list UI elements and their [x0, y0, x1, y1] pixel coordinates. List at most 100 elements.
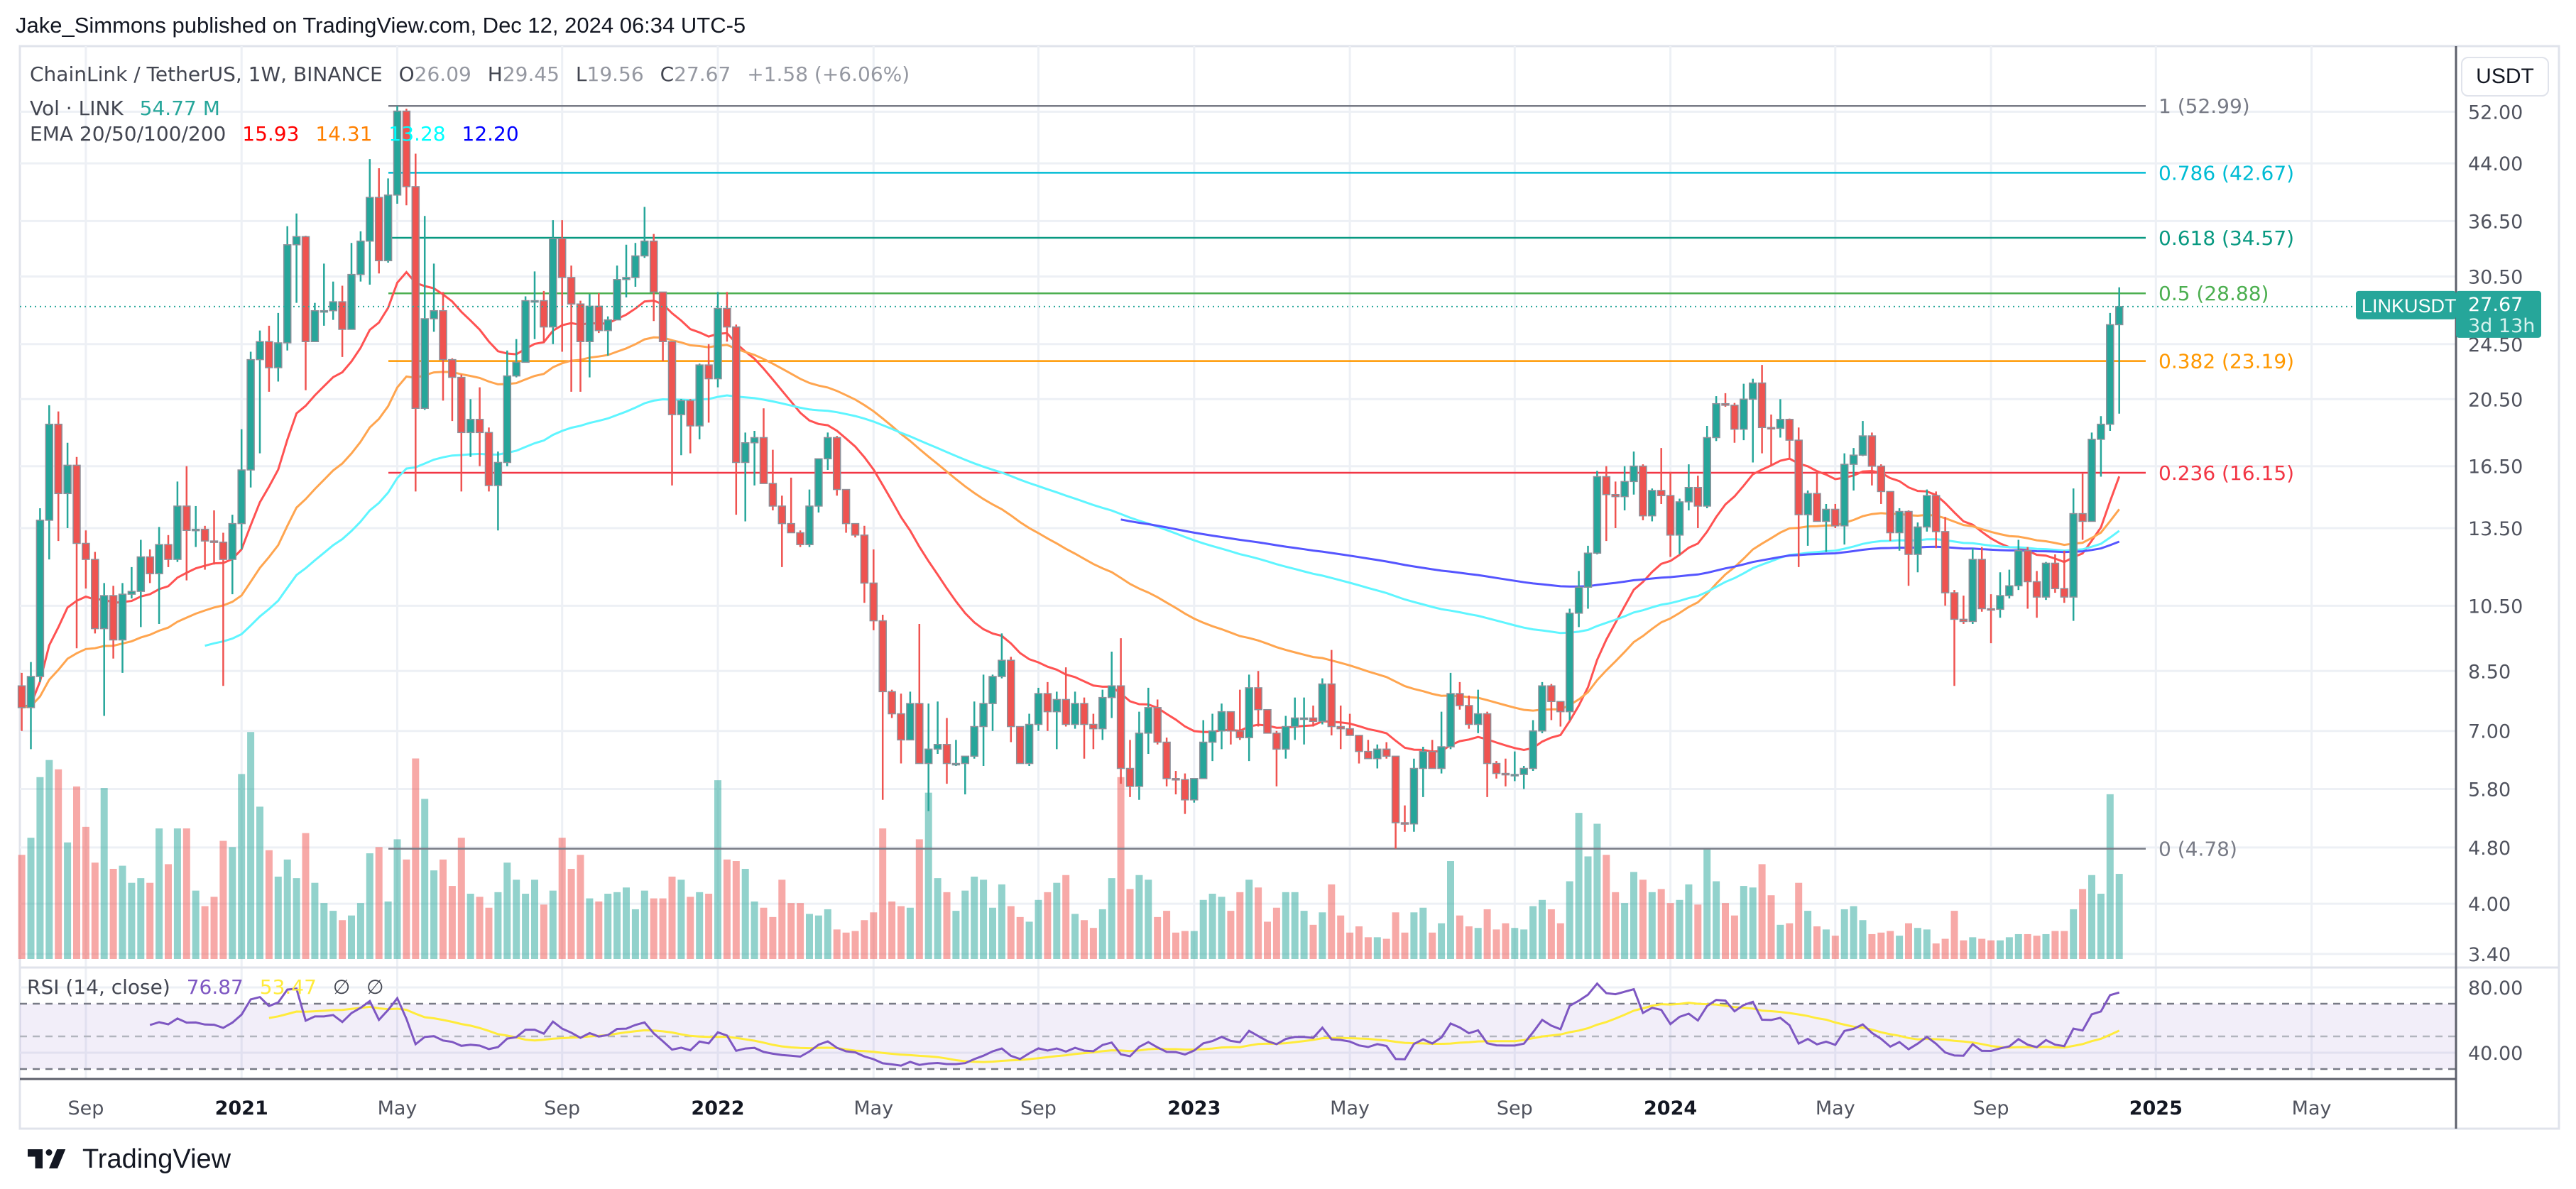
candle-body: [1529, 730, 1537, 769]
volume-bar: [356, 903, 364, 959]
candle: [777, 495, 787, 567]
volume-bar: [1108, 878, 1115, 959]
candle: [1639, 464, 1647, 520]
price-tick-label: 20.50: [2468, 389, 2523, 411]
candle-body: [796, 532, 804, 545]
candle-body: [209, 540, 219, 543]
volume-bar: [1584, 856, 1592, 959]
volume-bar: [1181, 931, 1189, 959]
volume-bar: [2106, 794, 2114, 959]
price-tick-label: 5.80: [2468, 779, 2511, 801]
volume-bar: [1621, 903, 1629, 959]
candle-body: [420, 318, 429, 409]
candle-body: [1235, 730, 1245, 738]
candle: [1125, 740, 1135, 797]
symbol-price-tag: [2356, 290, 2456, 319]
candle: [667, 341, 677, 486]
volume-bar: [1511, 928, 1519, 959]
volume-bar: [1804, 911, 1812, 959]
candle: [1968, 548, 1977, 624]
volume-value: 54.77 M: [139, 97, 220, 120]
candle-body: [686, 400, 695, 427]
rsi-ma-value: 53.47: [259, 975, 317, 999]
currency-button[interactable]: USDT: [2461, 57, 2549, 97]
candle-body: [430, 309, 438, 319]
candle-body: [777, 505, 787, 525]
time-tick-label: Sep: [1973, 1097, 2009, 1119]
volume-bar: [311, 882, 319, 959]
volume-bar: [1713, 881, 1720, 959]
candle: [99, 583, 109, 716]
candle: [411, 153, 420, 492]
volume-bar: [677, 880, 685, 959]
candle: [1025, 713, 1034, 767]
candle-body: [1703, 437, 1711, 507]
volume-bar: [1685, 884, 1693, 959]
candle-body: [970, 725, 978, 757]
volume-bar: [302, 833, 310, 959]
candle: [521, 296, 530, 363]
candle: [2023, 547, 2032, 609]
candle-body: [246, 358, 255, 471]
candle-body: [1309, 717, 1318, 723]
candle-body: [2023, 550, 2032, 583]
candle-body: [173, 505, 182, 560]
candle-body: [2060, 588, 2069, 598]
volume-bar: [1822, 929, 1830, 959]
volume-bar: [2079, 889, 2087, 959]
candle: [732, 324, 741, 515]
candle: [686, 399, 695, 454]
candle-body: [1630, 465, 1638, 483]
time-tick-label: Sep: [67, 1097, 104, 1119]
candle-body: [274, 342, 283, 368]
volume-bar: [1025, 921, 1033, 959]
rsi-label: RSI (14, close): [27, 975, 170, 999]
candle-body: [2005, 585, 2014, 596]
candle-body: [1153, 707, 1162, 743]
candle: [1071, 691, 1079, 729]
candle: [1684, 464, 1693, 510]
volume-bar: [1639, 880, 1647, 959]
candle-body: [356, 240, 365, 275]
open-label: O: [398, 62, 415, 86]
candle-body: [924, 748, 933, 765]
candle: [1630, 451, 1638, 495]
candle-body: [942, 744, 951, 765]
candle: [741, 432, 750, 522]
volume-bar: [1859, 920, 1867, 959]
candle: [970, 701, 978, 759]
axes: 52.00 44.00 36.50 30.50 24.50 20.50 16.50 13.50…: [20, 46, 2559, 1129]
candle: [1996, 572, 2004, 618]
candle: [1510, 751, 1519, 782]
candle: [2005, 569, 2014, 599]
candle-body: [155, 544, 163, 574]
volume-bar: [650, 898, 657, 959]
fib-level-label: 1 (52.99): [2159, 94, 2250, 118]
candle: [796, 530, 804, 547]
candle-body: [1611, 493, 1620, 498]
candle-body: [182, 505, 191, 532]
volume-bar: [1978, 938, 1986, 959]
tradingview-logo[interactable]: TradingView: [18, 1144, 231, 1175]
volume-bar: [229, 847, 236, 959]
candle: [1904, 510, 1913, 586]
candle-body: [1840, 464, 1849, 527]
candle-body: [1914, 526, 1922, 555]
candle-body: [2032, 581, 2041, 598]
candle: [2106, 312, 2114, 431]
candle-body: [1318, 683, 1327, 723]
candle: [723, 292, 731, 342]
candle: [1895, 508, 1904, 551]
volume-bar: [1145, 880, 1152, 959]
candle-body: [1867, 435, 1877, 467]
rsi-line: [149, 982, 2120, 1067]
ema20-line: [21, 270, 2121, 753]
candle-body: [640, 240, 649, 257]
ema100-line: [204, 394, 2120, 647]
candle-body: [1336, 725, 1345, 730]
volume-bar: [1465, 926, 1473, 959]
volume-bar: [1035, 899, 1042, 959]
volume-bar: [1227, 911, 1235, 959]
